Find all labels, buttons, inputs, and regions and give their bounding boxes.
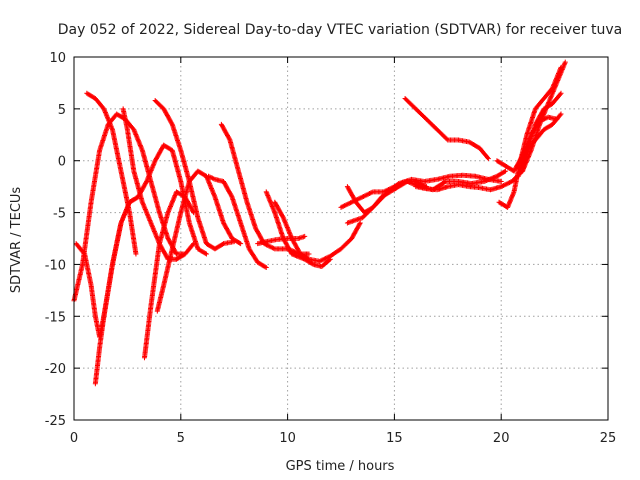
x-tick-label: 0 [70, 431, 78, 446]
x-tick-label: 5 [177, 431, 185, 446]
y-tick-label: -20 [45, 362, 66, 377]
data-point [262, 264, 268, 270]
data-point [557, 112, 563, 118]
data-point [219, 241, 225, 247]
data-point [143, 180, 149, 186]
series-arc-17 [402, 95, 491, 162]
data-point [191, 241, 197, 247]
data-point [554, 116, 560, 122]
axis-ticks: 0 5 10 15 20 25 -25 -20 -15 -10 -5 0 5 10 [45, 51, 617, 446]
data-point [302, 233, 308, 239]
data-point [309, 261, 315, 267]
series-arc-6 [141, 189, 197, 361]
x-tick-label: 10 [279, 431, 296, 446]
y-tick-label: -15 [45, 310, 66, 325]
data-point [263, 265, 269, 271]
data-point [81, 250, 87, 256]
data-point [202, 250, 208, 256]
data-point [228, 193, 234, 199]
y-tick-label: -5 [53, 207, 66, 222]
series-arc-9 [206, 173, 269, 271]
series-arc-18 [413, 59, 568, 193]
chart-title: Day 052 of 2022, Sidereal Day-to-day VTE… [58, 22, 622, 38]
series-arc-12 [263, 189, 333, 270]
x-axis-label: GPS time / hours [286, 459, 395, 474]
data-point [485, 156, 491, 162]
data-point [485, 155, 491, 161]
series-arc-8 [154, 168, 244, 314]
data-point [203, 251, 209, 257]
data-point [557, 91, 563, 97]
y-tick-label: 0 [58, 155, 66, 170]
series-arc-16 [344, 172, 504, 226]
data-point [226, 136, 232, 142]
y-axis-label: SDTVAR / TECUs [9, 187, 24, 294]
y-tick-label: -25 [45, 414, 66, 429]
series-arc-4 [92, 194, 141, 387]
data-series [71, 59, 568, 387]
series-arc-22 [494, 114, 560, 174]
data-point [238, 241, 244, 247]
data-point [498, 178, 504, 184]
data-point [237, 240, 243, 246]
data-point [306, 251, 312, 257]
data-point [501, 169, 507, 175]
series-arc-13 [272, 199, 363, 264]
x-tick-label: 15 [386, 431, 403, 446]
data-point [169, 120, 175, 126]
data-point [280, 214, 286, 220]
y-tick-label: 5 [58, 103, 66, 118]
data-point [357, 221, 363, 227]
data-point [558, 111, 564, 117]
series-arc-2 [84, 90, 139, 257]
series-arc-21 [515, 111, 564, 179]
data-point [444, 136, 450, 142]
x-tick-label: 25 [600, 431, 617, 446]
data-point [558, 90, 564, 96]
data-point [305, 256, 311, 262]
data-point [133, 251, 139, 257]
y-tick-label: 10 [49, 51, 66, 66]
data-point [190, 242, 196, 248]
data-point [558, 64, 564, 70]
plot-frame [73, 56, 609, 421]
data-point [519, 154, 525, 160]
data-point [562, 59, 568, 65]
grid [74, 57, 608, 420]
data-point [357, 220, 363, 226]
x-tick-label: 20 [493, 431, 510, 446]
data-point [502, 168, 508, 174]
data-point [442, 179, 448, 185]
y-tick-label: -10 [45, 258, 66, 273]
